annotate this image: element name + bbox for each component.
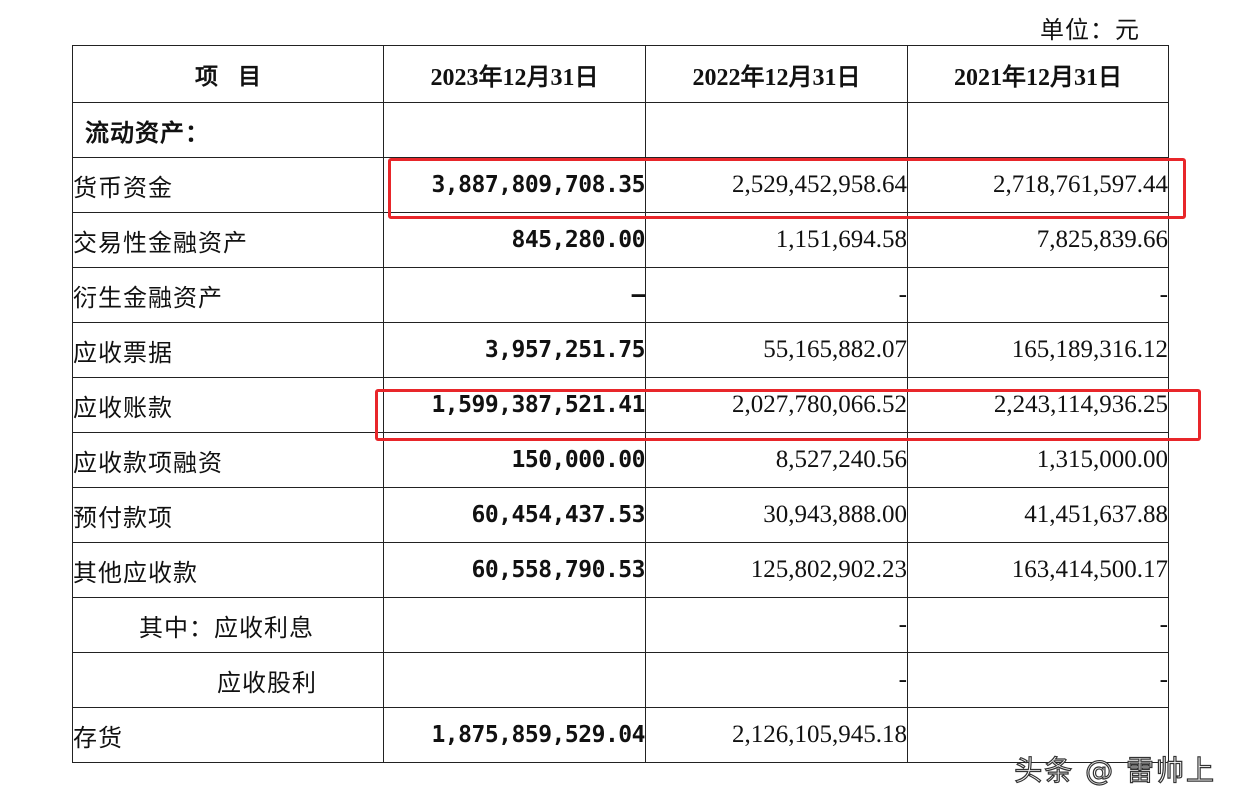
cell-2023: 1,599,387,521.41 (383, 377, 646, 433)
table-row: 货币资金 3,887,809,708.35 2,529,452,958.64 2… (72, 157, 1169, 213)
table-row: 应收股利 - - (72, 652, 1169, 708)
row-label-accounts-receivable: 应收账款 (72, 377, 384, 433)
row-label-interest-receivable: 其中：应收利息 (72, 597, 384, 653)
cell-2022: 55,165,882.07 (645, 322, 908, 378)
row-label-derivative-assets: 衍生金融资产 (72, 267, 384, 323)
cell-2021: 1,315,000.00 (907, 432, 1169, 488)
cell-2021: 163,414,500.17 (907, 542, 1169, 598)
cell-2023: 845,280.00 (383, 212, 646, 268)
cell-2022 (645, 102, 908, 158)
header-item: 项目 (72, 45, 384, 103)
table-row: 存货 1,875,859,529.04 2,126,105,945.18 (72, 707, 1169, 763)
cell-2023: 3,957,251.75 (383, 322, 646, 378)
row-label-other-receivables: 其他应收款 (72, 542, 384, 598)
cell-2021: - (907, 267, 1169, 323)
table-row: 应收款项融资 150,000.00 8,527,240.56 1,315,000… (72, 432, 1169, 488)
cell-2022: 2,529,452,958.64 (645, 157, 908, 213)
cell-2021: 165,189,316.12 (907, 322, 1169, 378)
table-header-row: 项目 2023年12月31日 2022年12月31日 2021年12月31日 (72, 45, 1169, 103)
cell-2021: 7,825,839.66 (907, 212, 1169, 268)
row-label-cash: 货币资金 (72, 157, 384, 213)
row-label-prepayments: 预付款项 (72, 487, 384, 543)
cell-2022: 30,943,888.00 (645, 487, 908, 543)
row-label-current-assets: 流动资产： (72, 102, 384, 158)
cell-2023: 60,454,437.53 (383, 487, 646, 543)
header-2022: 2022年12月31日 (645, 45, 908, 103)
cell-2022: - (645, 652, 908, 708)
unit-label: 单位：元 (1040, 16, 1140, 44)
cell-2021: 41,451,637.88 (907, 487, 1169, 543)
table-row: 流动资产： (72, 102, 1169, 158)
watermark: 头条 @ 雷帅上 (1014, 753, 1216, 787)
table-row: 衍生金融资产 – - - (72, 267, 1169, 323)
cell-2022: 2,027,780,066.52 (645, 377, 908, 433)
header-2021: 2021年12月31日 (907, 45, 1169, 103)
cell-2022: 125,802,902.23 (645, 542, 908, 598)
row-label-receivables-financing: 应收款项融资 (72, 432, 384, 488)
cell-2021 (907, 707, 1169, 763)
cell-2023: 150,000.00 (383, 432, 646, 488)
table-row: 其中：应收利息 - - (72, 597, 1169, 653)
cell-2022: 1,151,694.58 (645, 212, 908, 268)
cell-2021: 2,718,761,597.44 (907, 157, 1169, 213)
cell-2021: - (907, 597, 1169, 653)
table-row: 交易性金融资产 845,280.00 1,151,694.58 7,825,83… (72, 212, 1169, 268)
cell-2022: - (645, 267, 908, 323)
cell-2023 (383, 597, 646, 653)
cell-2022: 8,527,240.56 (645, 432, 908, 488)
cell-2021 (907, 102, 1169, 158)
cell-2023: 60,558,790.53 (383, 542, 646, 598)
balance-sheet-table: 项目 2023年12月31日 2022年12月31日 2021年12月31日 流… (72, 45, 1169, 763)
cell-2022: 2,126,105,945.18 (645, 707, 908, 763)
cell-2023: 3,887,809,708.35 (383, 157, 646, 213)
table-row: 应收票据 3,957,251.75 55,165,882.07 165,189,… (72, 322, 1169, 378)
cell-2023: – (383, 267, 646, 323)
row-label-dividends-receivable: 应收股利 (72, 652, 384, 708)
cell-2021: - (907, 652, 1169, 708)
header-2023: 2023年12月31日 (383, 45, 646, 103)
table-row: 应收账款 1,599,387,521.41 2,027,780,066.52 2… (72, 377, 1169, 433)
table-row: 预付款项 60,454,437.53 30,943,888.00 41,451,… (72, 487, 1169, 543)
row-label-notes-receivable: 应收票据 (72, 322, 384, 378)
cell-2023 (383, 652, 646, 708)
table-row: 其他应收款 60,558,790.53 125,802,902.23 163,4… (72, 542, 1169, 598)
cell-2022: - (645, 597, 908, 653)
row-label-inventory: 存货 (72, 707, 384, 763)
row-label-trading-assets: 交易性金融资产 (72, 212, 384, 268)
cell-2023 (383, 102, 646, 158)
cell-2021: 2,243,114,936.25 (907, 377, 1169, 433)
cell-2023: 1,875,859,529.04 (383, 707, 646, 763)
